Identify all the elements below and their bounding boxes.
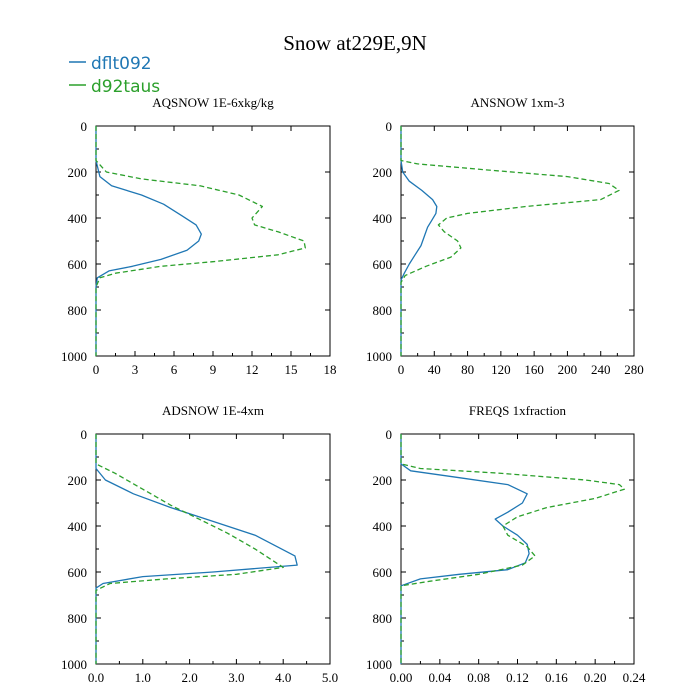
y-tick-label: 200 [373, 473, 393, 488]
y-tick-label: 200 [68, 473, 88, 488]
x-tick-label: 80 [461, 362, 474, 377]
y-tick-label: 800 [68, 303, 88, 318]
panel-frame [95, 433, 331, 665]
y-tick-label: 600 [373, 565, 393, 580]
y-tick-label: 0 [81, 427, 88, 442]
x-tick-label: 0.12 [506, 670, 529, 685]
y-tick-label: 0 [386, 427, 393, 442]
x-tick-label: 240 [591, 362, 611, 377]
legend: dflt092 d92taus [69, 54, 160, 97]
x-tick-label: 0.20 [584, 670, 607, 685]
panel-freqs: FREQS 1xfraction 0.00 0.04 0.08 0.12 0.16 0.20… [366, 403, 646, 685]
y-tick-label: 1000 [366, 349, 392, 364]
panel-title: ANSNOW 1xm-3 [470, 95, 564, 110]
x-tick-label: 3 [132, 362, 139, 377]
x-tick-label: 0 [93, 362, 100, 377]
panel-title: ADSNOW 1E-4xm [162, 403, 264, 418]
y-tick-label: 400 [373, 519, 393, 534]
y-tick-label: 400 [68, 519, 88, 534]
y-tick-label: 1000 [366, 657, 392, 672]
series-line-d92taus [95, 126, 306, 356]
x-tick-label: 18 [324, 362, 337, 377]
x-tick-label: 0 [398, 362, 405, 377]
y-tick-label: 1000 [61, 657, 87, 672]
x-tick-label: 0.16 [545, 670, 568, 685]
panel-frame [400, 433, 635, 665]
x-tick-label: 9 [210, 362, 217, 377]
x-tick-label: 1.0 [135, 670, 151, 685]
x-tick-label: 160 [524, 362, 544, 377]
x-tick-label: 280 [624, 362, 644, 377]
y-tick-label: 400 [68, 211, 88, 226]
y-tick-label: 400 [373, 211, 393, 226]
y-tick-label: 800 [68, 611, 88, 626]
y-tick-label: 800 [373, 303, 393, 318]
x-tick-label: 5.0 [322, 670, 338, 685]
series-line-dflt092 [95, 434, 298, 664]
figure-title: Snow at229E,9N [283, 31, 427, 55]
x-tick-label: 3.0 [228, 670, 244, 685]
panel-aqsnow: AQSNOW 1E-6xkg/kg 0 3 6 9 12 15 18 0 200 400 600 800… [61, 95, 337, 377]
x-tick-label: 2.0 [181, 670, 197, 685]
y-tick-label: 600 [373, 257, 393, 272]
y-tick-label: 0 [81, 119, 88, 134]
x-tick-label: 12 [246, 362, 259, 377]
legend-label-d92taus: d92taus [91, 77, 160, 97]
x-tick-label: 0.0 [88, 670, 104, 685]
panel-adsnow: ADSNOW 1E-4xm 0.0 1.0 2.0 3.0 4.0 5.0 0 200 400 60… [61, 403, 338, 685]
x-tick-label: 0.04 [428, 670, 451, 685]
panel-frame [95, 125, 331, 357]
y-tick-label: 600 [68, 257, 88, 272]
y-tick-label: 200 [373, 165, 393, 180]
x-tick-label: 200 [558, 362, 578, 377]
x-tick-label: 0.24 [623, 670, 646, 685]
series-line-d92taus [95, 434, 284, 664]
series-line-d92taus [400, 434, 625, 664]
panels: AQSNOW 1E-6xkg/kg0 3 6 9 12 15 180200400600800… [61, 95, 646, 685]
legend-label-dflt092: dflt092 [91, 54, 152, 74]
panel-title: AQSNOW 1E-6xkg/kg [152, 95, 274, 110]
y-tick-label: 600 [68, 565, 88, 580]
panel-ansnow: ANSNOW 1xm-3 0 40 80 120 160 200 240 280 0 200 400 6… [366, 95, 644, 377]
y-tick-label: 0 [386, 119, 393, 134]
x-tick-label: 40 [428, 362, 441, 377]
x-tick-label: 120 [491, 362, 511, 377]
series-line-dflt092 [400, 126, 438, 356]
x-tick-label: 0.00 [390, 670, 413, 685]
panel-title: FREQS 1xfraction [469, 403, 567, 418]
y-tick-label: 1000 [61, 349, 87, 364]
x-tick-label: 6 [171, 362, 178, 377]
x-tick-label: 4.0 [275, 670, 291, 685]
x-tick-label: 0.08 [467, 670, 490, 685]
series-line-dflt092 [95, 126, 202, 356]
y-tick-label: 200 [68, 165, 88, 180]
panel-frame [400, 125, 635, 357]
y-tick-label: 800 [373, 611, 393, 626]
x-tick-label: 15 [285, 362, 298, 377]
series-line-d92taus [400, 126, 620, 356]
